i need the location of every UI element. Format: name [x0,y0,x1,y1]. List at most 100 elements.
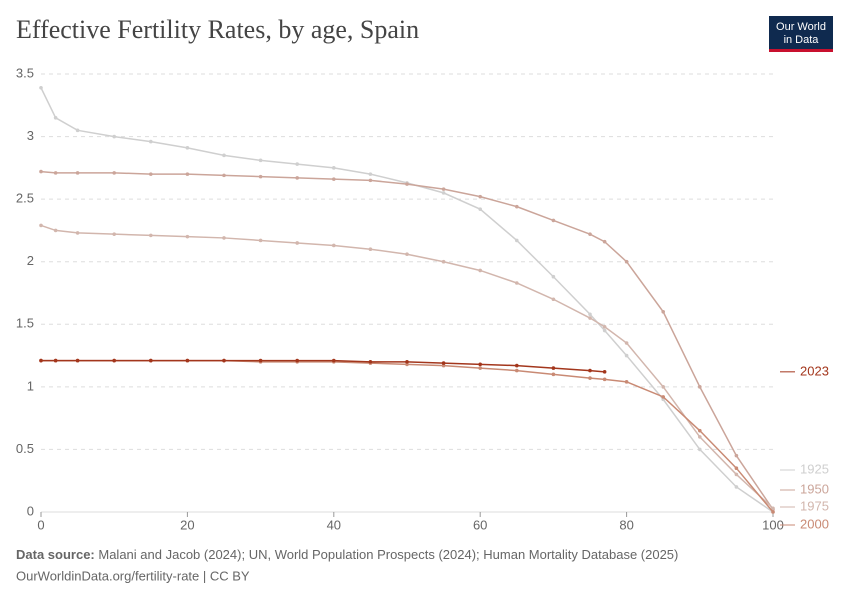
point [515,281,519,285]
point [661,309,665,314]
point [368,247,373,251]
point [53,171,58,175]
point [624,353,629,358]
point [368,178,373,183]
point [602,377,607,382]
y-tick-label: 1.5 [16,316,34,331]
point [588,368,592,373]
y-tick-label: 0.5 [16,441,34,456]
y-tick-label: 1 [27,378,34,393]
point [734,466,739,471]
point [624,259,629,264]
series-label: 1975 [800,498,829,513]
point [222,153,226,158]
x-tick-label: 80 [619,517,633,532]
point [698,428,702,433]
point [698,385,702,389]
point [112,232,116,236]
point [624,341,629,345]
point [149,172,153,176]
point [149,233,153,238]
point [258,158,263,163]
logo-text: in Data [784,34,820,46]
point [698,447,702,452]
point [478,194,483,199]
y-tick-label: 3 [27,128,34,143]
point [588,312,592,317]
point [39,358,43,363]
x-tick-label: 60 [473,517,487,532]
y-tick-label: 3.5 [16,65,34,80]
point [149,139,153,144]
point [295,241,300,245]
point [53,358,58,363]
point [441,361,446,365]
point [75,128,80,133]
point [478,362,483,367]
point [295,162,300,166]
point [551,297,556,302]
series-line [40,170,774,510]
point [405,362,409,367]
point [734,453,739,458]
point [661,385,665,389]
point [295,358,300,363]
point [185,234,190,239]
point [332,177,336,181]
point [515,204,519,209]
point [551,218,556,223]
point [258,238,263,243]
point [771,506,775,511]
series-label: 2000 [800,516,829,531]
point [258,174,263,179]
point [602,328,607,333]
point [588,232,592,236]
point [39,223,43,228]
point [588,376,592,380]
point [39,169,43,174]
logo-bar [769,49,833,52]
point [405,252,409,257]
point [405,360,409,364]
point [75,171,80,175]
y-tick-label: 2.5 [16,191,34,206]
y-tick-label: 2 [27,253,34,268]
series-label: 2023 [800,363,829,378]
series-line [41,359,605,373]
x-tick-label: 20 [180,517,194,532]
point [295,176,300,180]
point [368,172,373,176]
source-label: Data source: [16,547,95,562]
series-label: 1950 [800,481,829,496]
point [551,372,556,377]
footer: OurWorldinData.org/fertility-rate | CC B… [16,568,250,583]
x-tick-label: 100 [762,517,784,532]
point [441,191,446,195]
point [771,510,775,514]
point [588,316,592,320]
point [515,368,519,373]
source-text: Malani and Jacob (2024); UN, World Popul… [98,547,678,562]
point [734,485,739,489]
point [53,116,58,120]
source: Data source: Malani and Jacob (2024); UN… [16,547,678,562]
point [441,363,446,368]
x-tick-label: 40 [327,517,341,532]
point [661,395,665,399]
point [185,358,190,363]
point [332,358,336,363]
point [551,366,556,370]
point [515,238,519,243]
x-tick-label: 0 [37,517,44,532]
point [39,85,43,90]
point [441,259,446,264]
point [478,207,483,211]
point [75,231,80,235]
point [112,171,116,175]
y-tick-label: 0 [27,503,34,518]
series-line [40,87,774,513]
point [53,228,58,233]
point [185,146,190,150]
point [222,236,226,240]
logo-text: Our World [776,21,826,33]
